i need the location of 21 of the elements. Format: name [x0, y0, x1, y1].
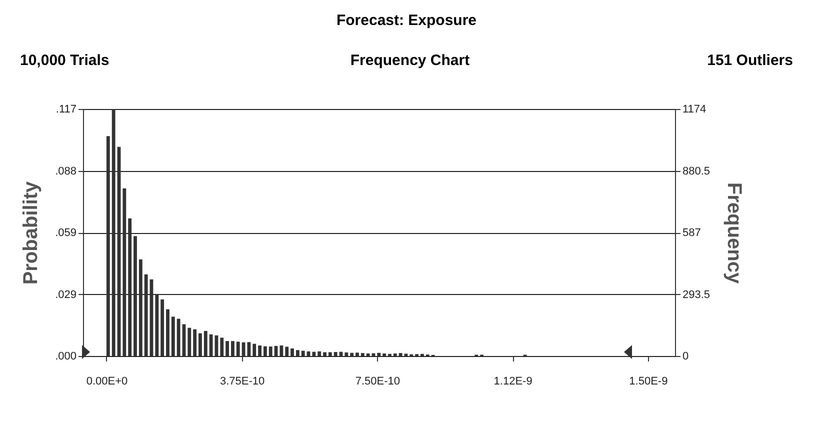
chart-subtitle: Frequency Chart — [349, 52, 471, 69]
x-tick-label: 1.12E-9 — [494, 376, 532, 388]
y-tick-label: .088 — [55, 165, 76, 178]
y-tick-label: .000 — [55, 350, 76, 362]
text: 10,000 Trials — [20, 52, 110, 69]
y2-tick-label: 0 — [682, 350, 689, 362]
y2-axis-title: Frequency — [723, 182, 746, 284]
y-tick-label: .059 — [55, 227, 76, 239]
y-axis-title: Probability — [20, 180, 42, 285]
x-tick-label: 1.50E-9 — [629, 376, 668, 388]
y2-tick-label: 880.5 — [682, 165, 710, 178]
x-tick-label: 7.50E-10 — [355, 376, 400, 388]
x-tick-label: 0.00E+0 — [86, 376, 128, 388]
text: 151 Outliers — [707, 52, 793, 69]
x-tick-label: 3.75E-10 — [220, 376, 265, 388]
y2-tick-label: 293.5 — [682, 288, 710, 301]
y2-tick-label: 1174 — [682, 104, 706, 116]
y-tick-label: .029 — [55, 288, 76, 301]
y-tick-label: .117 — [56, 104, 76, 116]
chart-title: Forecast: Exposure — [335, 12, 478, 29]
y2-tick-label: 587 — [682, 227, 701, 239]
